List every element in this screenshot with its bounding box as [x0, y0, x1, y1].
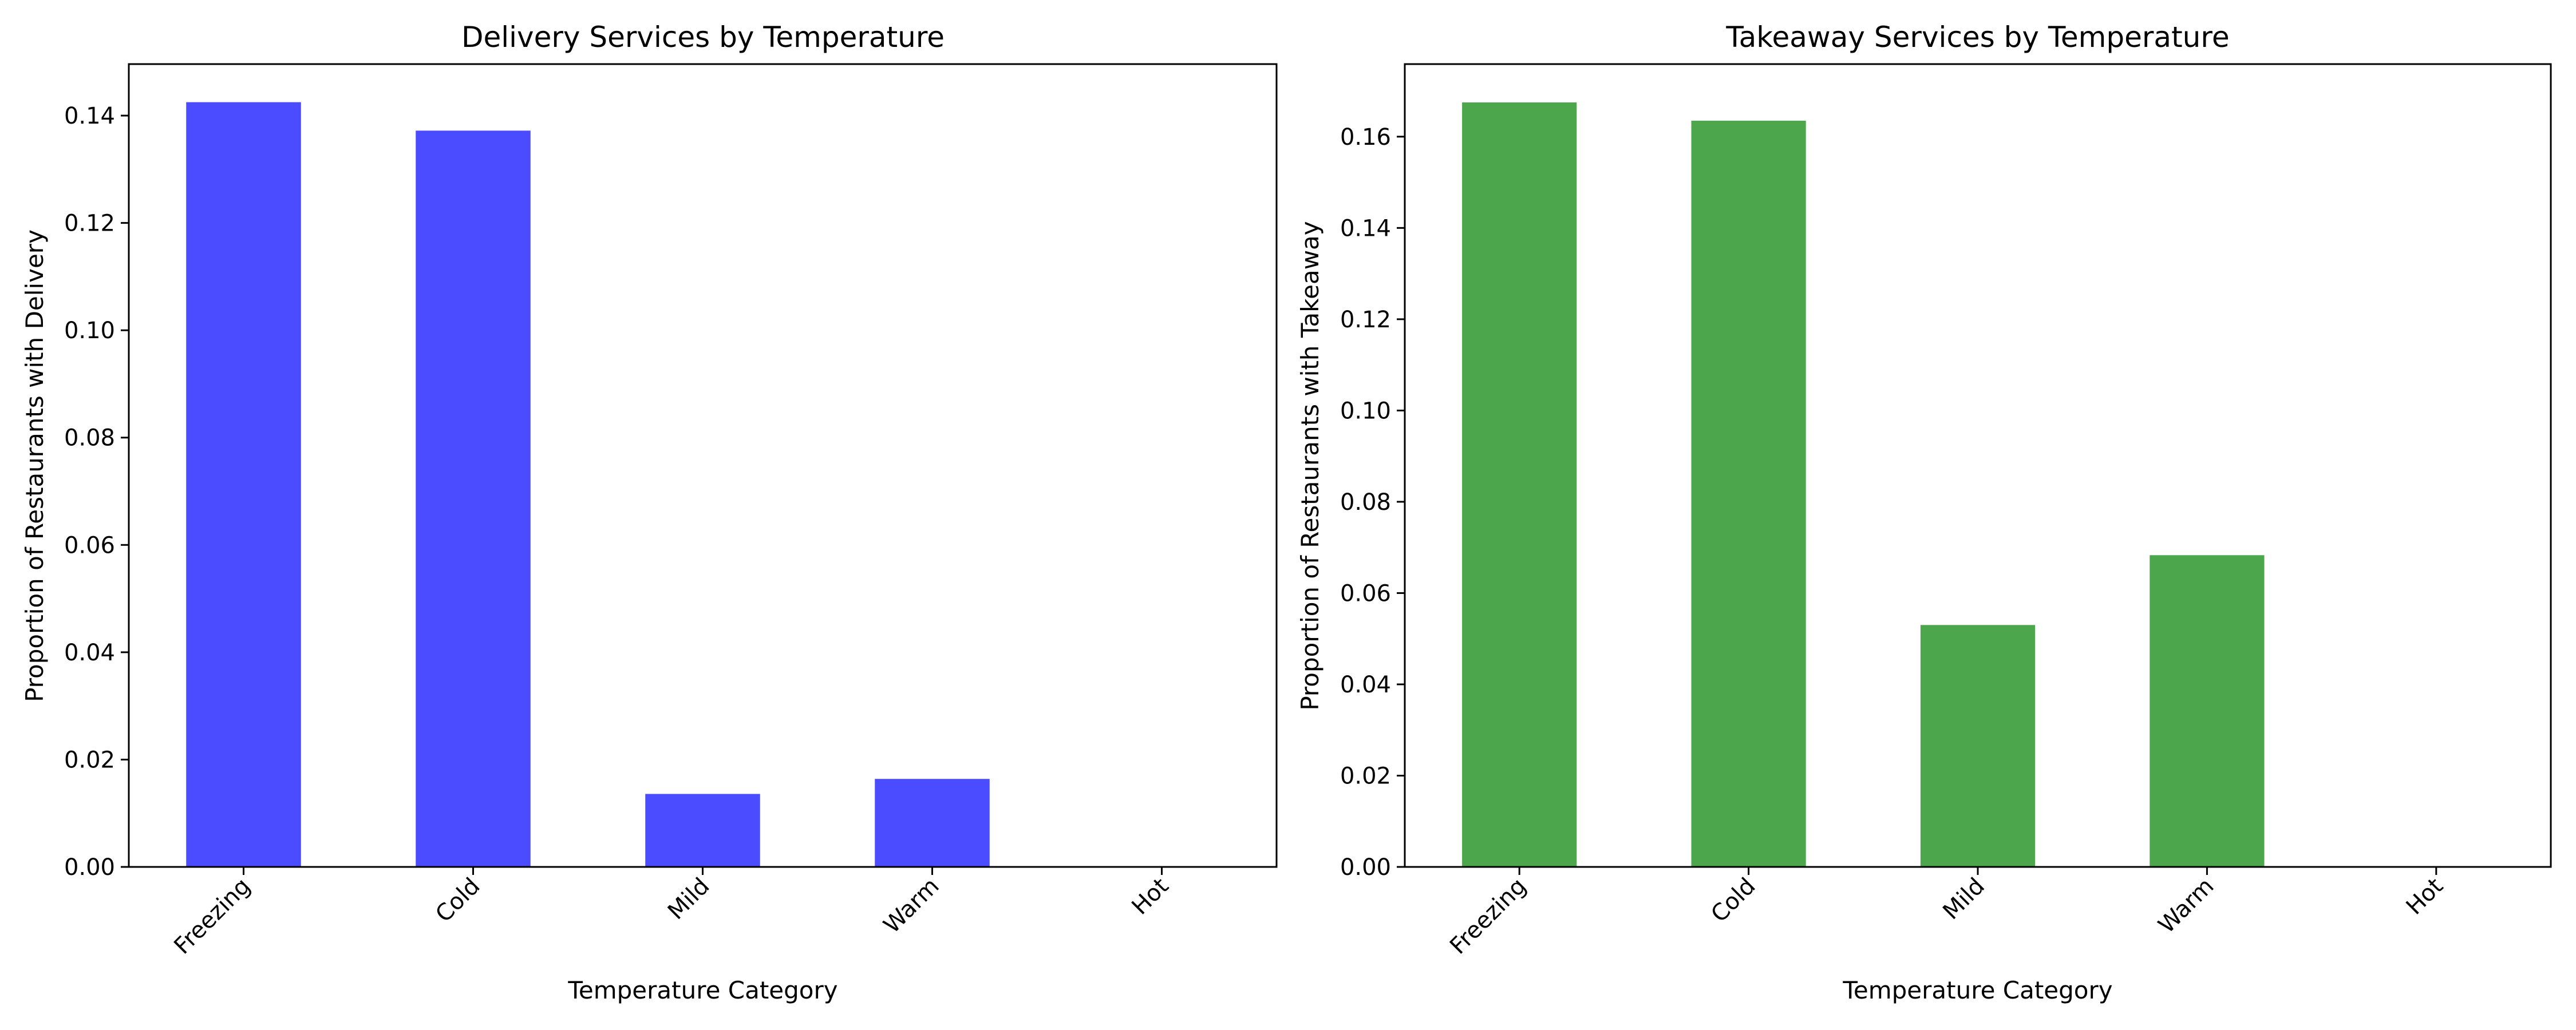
- takeaway-bar-mild: [1920, 625, 2036, 867]
- delivery-y-tick-label: 0.10: [64, 318, 115, 344]
- delivery-y-tick-label: 0.08: [64, 425, 115, 451]
- delivery-bar-warm: [875, 779, 990, 867]
- delivery-chart-marks: 0.000.020.040.060.080.100.120.14Freezing…: [64, 102, 1174, 960]
- takeaway-chart-title: Takeaway Services by Temperature: [1725, 21, 2229, 54]
- delivery-y-tick-label: 0.06: [64, 532, 115, 558]
- delivery-chart-y-axis-label: Proportion of Restaurants with Delivery: [21, 229, 49, 702]
- takeaway-y-tick-label: 0.10: [1340, 398, 1391, 424]
- delivery-bar-mild: [645, 794, 760, 867]
- takeaway-chart-plot-frame: [1404, 63, 2552, 868]
- takeaway-bar-warm: [2150, 555, 2265, 867]
- takeaway-bar-cold: [1691, 120, 1806, 867]
- takeaway-y-tick-label: 0.02: [1340, 763, 1391, 789]
- delivery-chart-plot-frame: [128, 63, 1278, 868]
- delivery-chart-x-axis-label: Temperature Category: [567, 976, 837, 1004]
- takeaway-y-tick-label: 0.00: [1340, 854, 1391, 881]
- delivery-y-tick-label: 0.14: [64, 103, 115, 129]
- takeaway-y-tick-label: 0.06: [1340, 580, 1391, 607]
- takeaway-bar-freezing: [1462, 102, 1577, 867]
- delivery-chart-title: Delivery Services by Temperature: [461, 21, 945, 54]
- takeaway-y-tick-label: 0.16: [1340, 124, 1391, 150]
- delivery-bar-freezing: [186, 102, 301, 867]
- takeaway-chart-y-axis-label: Proportion of Restaurants with Takeaway: [1296, 221, 1324, 710]
- delivery-y-tick-label: 0.12: [64, 211, 115, 237]
- delivery-y-tick-label: 0.02: [64, 747, 115, 773]
- delivery-y-tick-label: 0.00: [64, 854, 115, 881]
- takeaway-y-tick-label: 0.14: [1340, 215, 1391, 241]
- takeaway-y-tick-label: 0.08: [1340, 489, 1391, 516]
- takeaway-chart-x-axis-label: Temperature Category: [1842, 976, 2112, 1004]
- delivery-chart-panel: Delivery Services by Temperature Tempera…: [21, 21, 1278, 1004]
- delivery-y-tick-label: 0.04: [64, 640, 115, 666]
- takeaway-y-tick-label: 0.12: [1340, 307, 1391, 333]
- takeaway-y-tick-label: 0.04: [1340, 672, 1391, 698]
- delivery-bar-cold: [416, 130, 531, 867]
